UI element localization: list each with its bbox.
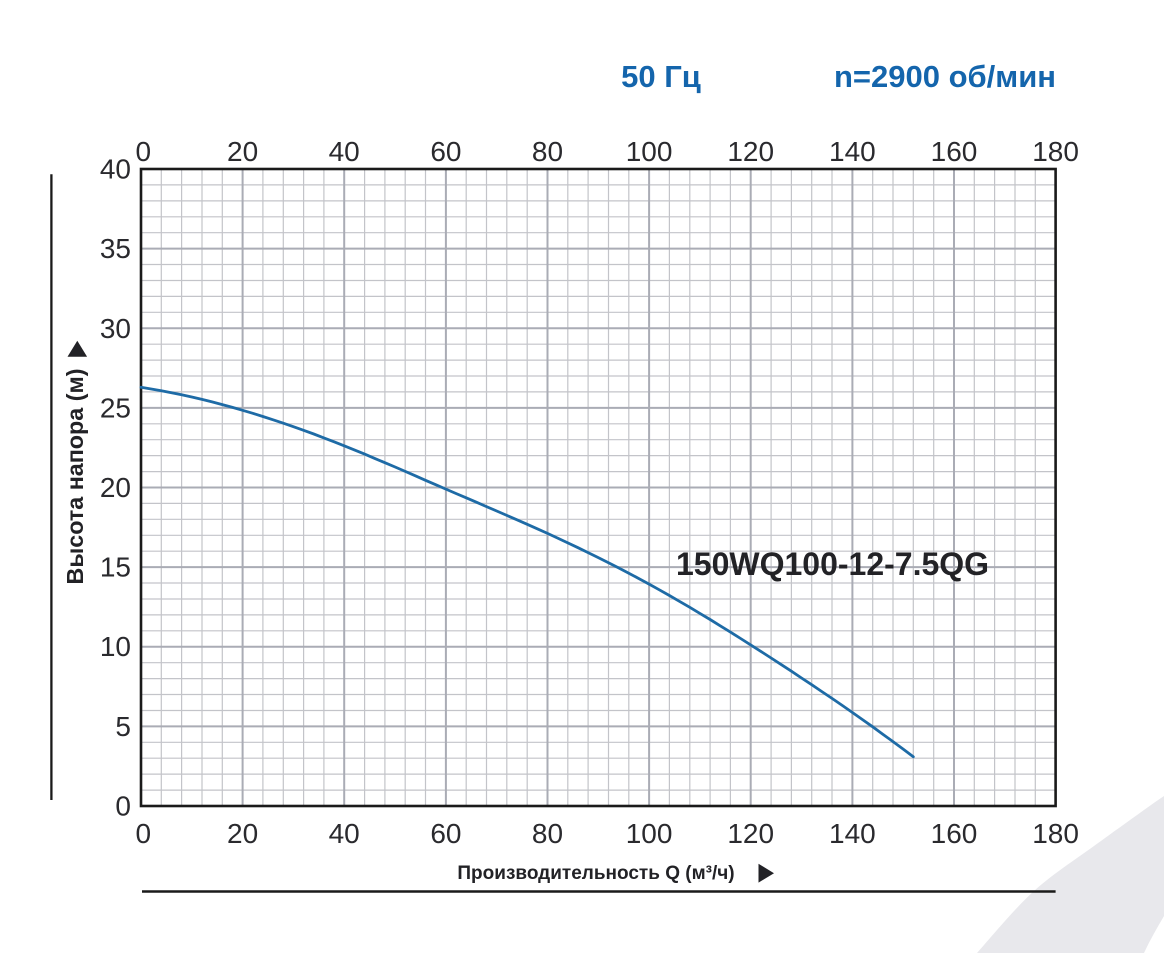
svg-text:20: 20 bbox=[100, 472, 131, 503]
svg-text:120: 120 bbox=[727, 136, 774, 167]
svg-text:50 Гц: 50 Гц bbox=[621, 59, 701, 94]
svg-text:60: 60 bbox=[430, 136, 461, 167]
svg-text:20: 20 bbox=[227, 136, 258, 167]
svg-text:15: 15 bbox=[100, 552, 131, 583]
svg-text:160: 160 bbox=[931, 136, 978, 167]
svg-text:35: 35 bbox=[100, 233, 131, 264]
svg-text:20: 20 bbox=[227, 818, 258, 849]
svg-text:160: 160 bbox=[931, 818, 978, 849]
svg-text:Производительность Q (м³/ч): Производительность Q (м³/ч) bbox=[457, 863, 734, 884]
svg-text:150WQ100-12-7.5QG: 150WQ100-12-7.5QG bbox=[676, 546, 989, 582]
svg-text:180: 180 bbox=[1032, 818, 1079, 849]
svg-text:100: 100 bbox=[626, 818, 673, 849]
svg-text:180: 180 bbox=[1032, 136, 1079, 167]
svg-text:0: 0 bbox=[136, 136, 152, 167]
svg-text:140: 140 bbox=[829, 818, 876, 849]
svg-text:5: 5 bbox=[115, 711, 131, 742]
svg-text:0: 0 bbox=[115, 791, 131, 822]
svg-text:40: 40 bbox=[100, 154, 131, 185]
svg-text:40: 40 bbox=[329, 136, 360, 167]
svg-text:10: 10 bbox=[100, 631, 131, 662]
svg-text:0: 0 bbox=[136, 818, 152, 849]
svg-text:100: 100 bbox=[626, 136, 673, 167]
svg-text:n=2900 об/мин: n=2900 об/мин bbox=[834, 59, 1056, 94]
svg-text:40: 40 bbox=[329, 818, 360, 849]
svg-text:80: 80 bbox=[532, 136, 563, 167]
svg-text:60: 60 bbox=[430, 818, 461, 849]
svg-text:25: 25 bbox=[100, 392, 131, 423]
svg-text:120: 120 bbox=[727, 818, 774, 849]
svg-text:140: 140 bbox=[829, 136, 876, 167]
svg-text:30: 30 bbox=[100, 313, 131, 344]
svg-text:Высота напора (м): Высота напора (м) bbox=[62, 369, 88, 585]
svg-text:80: 80 bbox=[532, 818, 563, 849]
